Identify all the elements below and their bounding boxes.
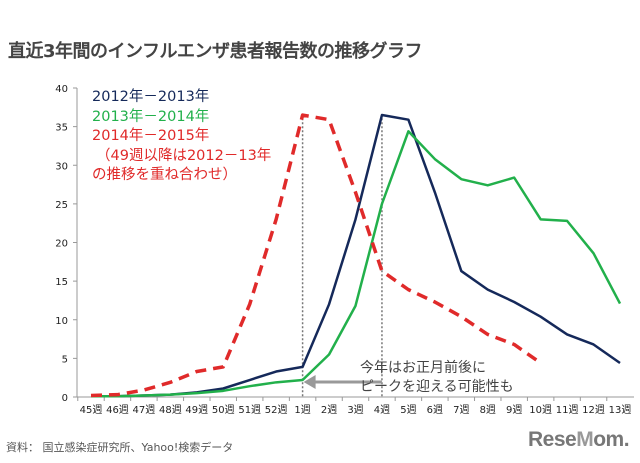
annotation-arrow-head <box>303 375 316 389</box>
x-tick-label: 7週 <box>453 404 469 416</box>
chart-title: 直近3年間のインフルエンザ患者報告数の推移グラフ <box>8 41 422 62</box>
x-tick-label: 50週 <box>212 404 235 416</box>
x-tick-label: 9週 <box>506 404 522 416</box>
x-tick-label: 8週 <box>480 404 496 416</box>
x-tick-label: 48週 <box>159 404 182 416</box>
legend-2013-2014: 2013年－2014年 <box>92 108 209 125</box>
series-line-2 <box>90 113 542 398</box>
y-tick-label: 0 <box>62 393 68 404</box>
y-tick-label: 5 <box>62 354 68 365</box>
resemom-logo: ReseMom. <box>528 428 630 451</box>
y-tick-label: 30 <box>55 161 68 172</box>
x-tick-label: 46週 <box>106 404 129 416</box>
y-tick-label: 10 <box>55 316 68 327</box>
x-tick-label: 5週 <box>400 404 416 416</box>
x-tick-label: 3週 <box>347 404 363 416</box>
x-tick-label: 47週 <box>133 404 156 416</box>
annotation-line1: 今年はお正月前後に <box>360 359 486 376</box>
y-tick-label: 20 <box>55 239 68 250</box>
legend-2014-2015: 2014年－2015年 <box>92 127 209 144</box>
x-tick-label: 49週 <box>185 404 208 416</box>
x-tick-label: 10週 <box>529 404 552 416</box>
x-tick-label: 51週 <box>238 404 261 416</box>
legend-note-line2: の推移を重ね合わせ） <box>92 166 237 183</box>
x-tick-label: 11週 <box>556 404 579 416</box>
x-tick-label: 45週 <box>80 404 103 416</box>
x-tick-label: 52週 <box>265 404 288 416</box>
legend-2012-2013: 2012年－2013年 <box>92 88 209 105</box>
y-tick-label: 35 <box>55 123 68 134</box>
y-tick-label: 40 <box>55 84 68 95</box>
y-tick-label: 25 <box>55 200 68 211</box>
x-tick-label: 13週 <box>609 404 632 416</box>
source-note: 資料： 国立感染症研究所、Yahoo!検索データ <box>6 441 234 454</box>
x-tick-label: 12週 <box>582 404 605 416</box>
x-tick-label: 1週 <box>294 404 310 416</box>
x-tick-label: 6週 <box>427 404 443 416</box>
y-tick-label: 15 <box>55 277 68 288</box>
x-tick-label: 2週 <box>321 404 337 416</box>
x-tick-label: 4週 <box>374 404 390 416</box>
legend-note-line1: （49週以降は2012－13年 <box>96 147 271 164</box>
annotation-line2: ピークを迎える可能性も <box>360 379 514 395</box>
